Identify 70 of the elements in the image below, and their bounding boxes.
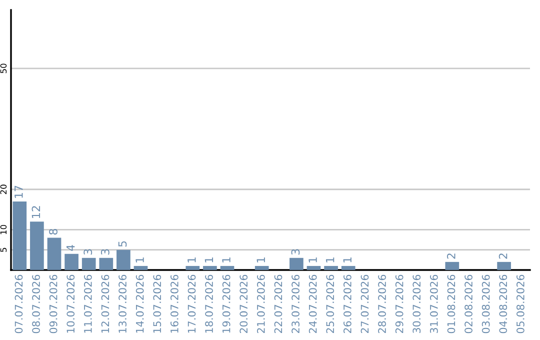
x-tick-label: 01.08.2026	[447, 274, 456, 334]
data-label: 2	[498, 254, 508, 259]
x-tick-label: 21.07.2026	[256, 274, 265, 334]
data-label: 4	[66, 245, 75, 251]
y-tick-label: 5	[0, 248, 7, 252]
bar	[134, 266, 148, 270]
x-tick-label: 13.07.2026	[118, 274, 126, 333]
bar	[12, 201, 27, 270]
bar	[306, 266, 321, 270]
data-label: 2	[446, 254, 456, 259]
x-tick-label: 30.07.2026	[412, 274, 421, 334]
bar	[99, 258, 114, 270]
data-label: 1	[136, 258, 144, 262]
bar	[186, 266, 200, 270]
bar	[341, 266, 356, 270]
x-tick-label: 15.07.2026	[153, 274, 162, 333]
x-tick-label: 29.07.2026	[395, 274, 404, 334]
bar	[203, 266, 217, 270]
data-label: 3	[291, 249, 300, 255]
x-tick-label: 31.07.2026	[430, 274, 438, 334]
x-tick-label: 05.08.2026	[516, 274, 524, 334]
bar	[47, 238, 62, 270]
data-label: 1	[204, 258, 214, 262]
x-tick-label: 18.07.2026	[205, 274, 213, 333]
data-label: 1	[256, 258, 265, 262]
bar	[116, 250, 130, 270]
y-tick-label: 20	[0, 184, 7, 194]
x-tick-label: 08.07.2026	[32, 274, 40, 334]
data-label: 1	[326, 258, 334, 262]
x-tick-label: 02.08.2026	[464, 274, 472, 334]
data-label: 3	[100, 249, 110, 255]
x-tick-label: 25.07.2026	[326, 274, 334, 334]
data-label: 1	[308, 258, 317, 262]
x-tick-label: 11.07.2026	[84, 274, 92, 333]
y-tick-label: 10	[0, 224, 7, 234]
bar	[82, 258, 96, 270]
y-tick-label: 50	[0, 64, 7, 74]
x-tick-label: 16.07.2026	[170, 274, 178, 333]
bar	[497, 262, 511, 270]
data-label: 1	[222, 258, 230, 262]
x-tick-label: 04.08.2026	[499, 274, 508, 334]
x-tick-label: 24.07.2026	[308, 274, 317, 334]
data-label: 3	[84, 249, 92, 255]
x-tick-label: 23.07.2026	[292, 274, 300, 334]
x-tick-label: 10.07.2026	[66, 274, 75, 333]
x-tick-label: 07.07.2026	[14, 274, 23, 334]
data-label: 8	[49, 229, 58, 235]
bar	[220, 266, 234, 270]
bar	[324, 266, 338, 270]
x-tick-label: 26.07.2026	[343, 274, 352, 334]
data-label: 12	[32, 206, 40, 218]
x-tick-label: 20.07.2026	[240, 274, 248, 334]
x-tick-label: 27.07.2026	[360, 274, 369, 334]
data-label: 17	[14, 186, 23, 198]
x-tick-label: 03.08.2026	[482, 274, 490, 334]
x-tick-label: 17.07.2026	[188, 274, 196, 333]
data-label: 5	[118, 241, 127, 247]
x-tick-label: 14.07.2026	[136, 274, 144, 333]
x-tick-label: 28.07.2026	[378, 274, 386, 334]
data-label: 1	[188, 258, 196, 262]
bar	[254, 266, 269, 270]
bar	[445, 262, 460, 270]
data-label: 1	[343, 258, 352, 262]
bar	[290, 258, 304, 270]
bar	[30, 222, 44, 270]
x-tick-label: 09.07.2026	[49, 274, 58, 334]
bar	[64, 254, 78, 270]
x-tick-label: 12.07.2026	[101, 274, 110, 333]
x-tick-label: 22.07.2026	[274, 274, 282, 334]
x-tick-label: 19.07.2026	[222, 274, 230, 333]
